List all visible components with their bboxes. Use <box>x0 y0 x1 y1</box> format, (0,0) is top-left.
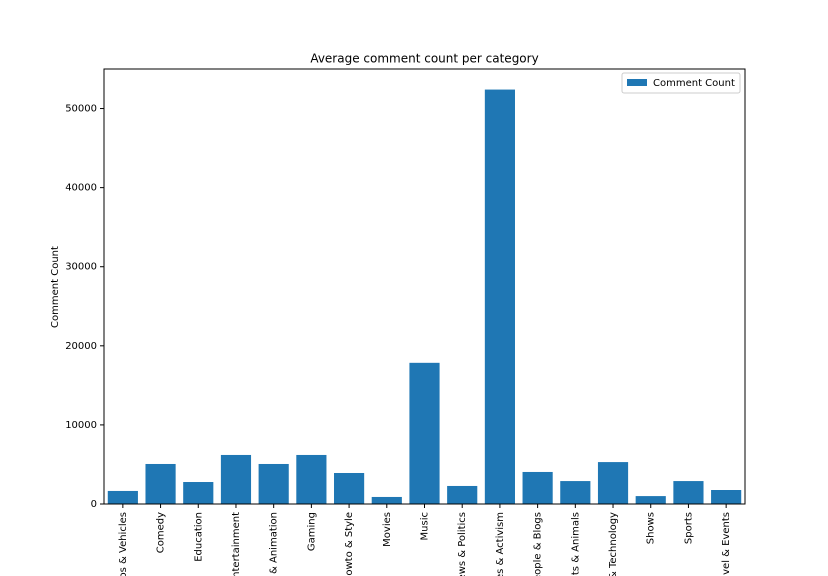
x-tick-label: os & Vehicles <box>118 512 129 576</box>
bar <box>183 482 214 504</box>
y-tick-label: 20000 <box>65 341 97 352</box>
legend-swatch <box>627 79 647 86</box>
x-tick-label: Education <box>193 512 204 562</box>
bar <box>107 490 138 504</box>
x-tick-label: Movies <box>382 512 393 547</box>
bar <box>484 89 515 505</box>
bar <box>296 454 327 504</box>
y-tick-label: 0 <box>91 499 97 510</box>
bar <box>258 463 289 504</box>
x-tick-label: Comedy <box>156 512 167 553</box>
chart-title: Average comment count per category <box>310 52 538 66</box>
x-tick-label: Shows <box>646 512 657 544</box>
x-tick-label: Gaming <box>306 512 317 551</box>
bar <box>409 362 440 504</box>
bar <box>522 471 553 504</box>
bar <box>560 481 591 504</box>
x-tick-label: eople & Blogs <box>533 512 544 576</box>
x-tick-label: & Animation <box>269 512 280 574</box>
legend-box <box>621 72 741 94</box>
y-tick-label: 50000 <box>65 104 97 115</box>
bar <box>371 496 402 504</box>
bar <box>597 462 629 504</box>
x-tick-label: ntertainment <box>231 512 242 576</box>
bar <box>711 490 742 504</box>
x-tick-label: & Technology <box>608 512 619 576</box>
x-tick-label: owto & Style <box>344 512 355 576</box>
y-tick-label: 10000 <box>65 420 97 431</box>
y-axis-label: Comment Count <box>50 246 61 328</box>
y-tick-label: 30000 <box>65 262 97 273</box>
y-tick-label: 40000 <box>65 183 97 194</box>
bar <box>145 463 176 504</box>
plot-frame <box>103 68 746 505</box>
bar <box>220 454 252 504</box>
bar <box>635 496 666 504</box>
bar <box>673 481 704 504</box>
x-tick-label: Music <box>420 512 431 540</box>
legend-label: Comment Count <box>653 78 735 89</box>
x-tick-label: vel & Events <box>721 512 732 575</box>
x-tick-label: ews & Politics <box>457 512 468 576</box>
bar <box>447 485 478 504</box>
x-tick-label: ts & Animals <box>570 512 581 575</box>
x-tick-label: Sports <box>683 512 694 544</box>
bar <box>334 472 365 504</box>
x-tick-label: es & Activism <box>495 512 506 576</box>
